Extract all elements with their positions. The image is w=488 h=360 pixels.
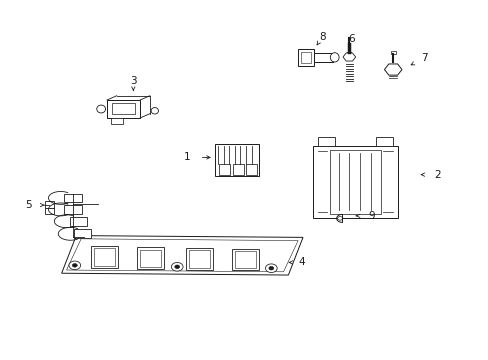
- Bar: [111, 118, 123, 125]
- Text: 2: 2: [433, 170, 440, 180]
- Bar: [107, 100, 140, 118]
- Ellipse shape: [330, 53, 338, 62]
- Polygon shape: [384, 64, 401, 75]
- Polygon shape: [61, 235, 303, 275]
- Circle shape: [268, 266, 273, 270]
- Circle shape: [72, 264, 77, 267]
- Polygon shape: [342, 53, 355, 61]
- Bar: [112, 103, 135, 114]
- Bar: [94, 248, 115, 266]
- Bar: [188, 250, 209, 267]
- Bar: [235, 251, 256, 268]
- Text: 4: 4: [298, 257, 305, 267]
- Bar: [185, 248, 212, 270]
- Ellipse shape: [97, 105, 105, 113]
- Bar: [390, 51, 395, 54]
- Bar: [70, 217, 87, 226]
- Bar: [44, 208, 54, 214]
- Bar: [215, 144, 259, 176]
- Polygon shape: [66, 239, 298, 272]
- Bar: [232, 249, 259, 270]
- Bar: [140, 249, 161, 267]
- Bar: [74, 229, 91, 238]
- Bar: [91, 246, 118, 268]
- Text: 6: 6: [348, 34, 354, 44]
- Bar: [313, 53, 332, 62]
- Text: 8: 8: [319, 32, 325, 41]
- Text: 5: 5: [25, 200, 32, 210]
- Circle shape: [337, 217, 342, 220]
- Bar: [375, 137, 392, 146]
- Text: 9: 9: [367, 211, 374, 221]
- Bar: [64, 194, 81, 202]
- Bar: [300, 52, 311, 63]
- Text: 7: 7: [421, 53, 427, 63]
- Text: 1: 1: [184, 152, 190, 162]
- Circle shape: [265, 264, 277, 273]
- Bar: [232, 164, 243, 175]
- Bar: [246, 164, 257, 175]
- Bar: [219, 164, 229, 175]
- Text: 3: 3: [130, 76, 136, 86]
- Ellipse shape: [151, 108, 158, 114]
- Circle shape: [171, 262, 183, 271]
- Bar: [64, 205, 81, 214]
- Bar: [298, 49, 313, 66]
- Bar: [44, 201, 54, 208]
- Bar: [312, 146, 397, 218]
- Bar: [137, 247, 163, 269]
- Circle shape: [174, 265, 179, 269]
- Bar: [329, 149, 380, 214]
- Bar: [317, 137, 334, 146]
- Circle shape: [69, 261, 81, 270]
